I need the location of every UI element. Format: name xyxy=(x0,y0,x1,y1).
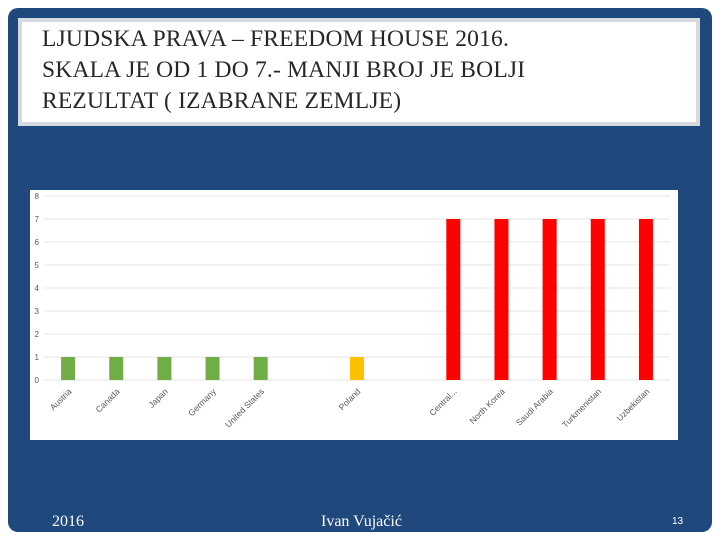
x-tick-label: North Korea xyxy=(467,386,507,426)
x-tick-label: Austria xyxy=(48,386,74,412)
bar xyxy=(253,357,268,380)
y-tick-label: 8 xyxy=(35,192,40,201)
slide-title: LJUDSKA PRAVA – FREEDOM HOUSE 2016. SKAL… xyxy=(42,26,526,114)
x-tick-label: Poland xyxy=(337,386,363,412)
x-tick-label: United States xyxy=(223,386,266,429)
x-tick-label: Saudi Arabia xyxy=(514,386,555,427)
x-tick-label: Central... xyxy=(427,386,458,417)
bar xyxy=(494,219,509,380)
footer-date: 2016 xyxy=(52,513,84,530)
y-tick-label: 1 xyxy=(35,353,40,362)
x-tick-label: Japan xyxy=(146,386,170,410)
y-tick-label: 2 xyxy=(35,330,40,339)
x-tick-label: Germany xyxy=(186,386,218,418)
bar xyxy=(590,219,605,380)
x-tick-label: Turkmenistan xyxy=(560,386,603,429)
bar xyxy=(542,219,557,380)
y-tick-label: 7 xyxy=(35,215,40,224)
x-tick-label: Canada xyxy=(94,386,122,414)
page-number: 13 xyxy=(672,516,684,527)
y-tick-label: 3 xyxy=(35,307,40,316)
bar xyxy=(61,357,76,380)
chart-panel: 0 1 2 3 4 5 6 7 8 Austria Canada Japan Germany United… xyxy=(30,190,678,440)
bar xyxy=(638,219,653,380)
bar xyxy=(205,357,220,380)
y-tick-label: 5 xyxy=(35,261,40,270)
y-tick-label: 6 xyxy=(35,238,40,247)
title-box: LJUDSKA PRAVA – FREEDOM HOUSE 2016. SKAL… xyxy=(22,22,696,122)
x-tick-label: Uzbekistan xyxy=(615,386,652,423)
bar xyxy=(157,357,172,380)
footer-author: Ivan Vujačić xyxy=(321,513,402,530)
bar xyxy=(350,357,364,380)
bar-chart: 0 1 2 3 4 5 6 7 8 Austria Canada Japan Germany United… xyxy=(35,192,670,430)
bar xyxy=(446,219,461,380)
y-tick-label: 0 xyxy=(35,376,40,385)
y-tick-label: 4 xyxy=(35,284,40,293)
bar xyxy=(109,357,124,380)
